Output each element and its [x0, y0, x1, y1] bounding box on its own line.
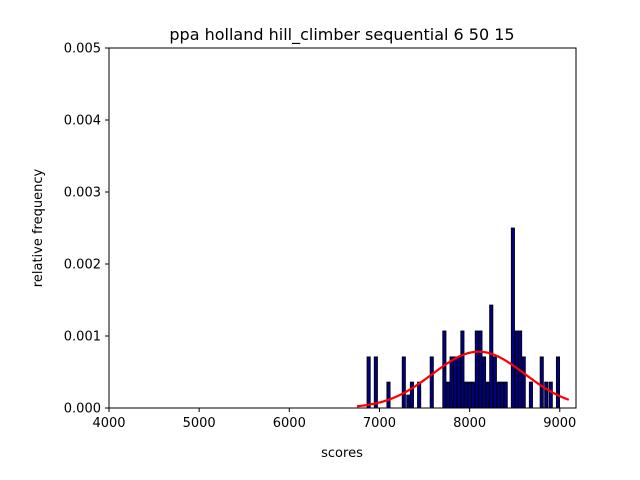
bars-layer: [366, 227, 560, 409]
histogram-bar: [474, 330, 479, 409]
histogram-bar: [492, 356, 497, 409]
y-tick-label: 0.002: [64, 258, 101, 273]
histogram-bar: [467, 381, 472, 409]
histogram-bar: [528, 381, 533, 409]
histogram-bar: [463, 381, 469, 409]
histogram-bar: [406, 394, 411, 409]
histogram-bar: [555, 356, 560, 409]
x-axis-label: scores: [321, 446, 363, 461]
histogram-bar: [548, 381, 553, 409]
histogram-bar: [471, 381, 476, 409]
histogram-bar: [429, 356, 434, 409]
y-tick-label: 0.005: [64, 42, 101, 57]
x-tick-label: 4000: [92, 416, 125, 431]
histogram-bar: [489, 304, 494, 409]
histogram-bar: [417, 381, 422, 409]
y-tick-label: 0.001: [64, 330, 101, 345]
histogram-bar: [460, 330, 465, 409]
x-axis-ticks: 4000 5000 6000 7000 8000 9000: [92, 408, 576, 431]
histogram-bar: [386, 381, 391, 409]
histogram-bar: [503, 381, 508, 409]
histogram-bar: [544, 381, 549, 409]
histogram-bar: [496, 381, 501, 409]
histogram-bar: [478, 330, 483, 409]
histogram-bar: [453, 356, 458, 409]
x-tick-label: 6000: [273, 416, 306, 431]
plot-frame: [108, 47, 577, 409]
x-tick-label: 9000: [543, 416, 576, 431]
x-tick-label: 8000: [453, 416, 486, 431]
histogram-bar: [539, 356, 544, 409]
histogram-bar: [409, 381, 414, 409]
histogram-bar: [521, 356, 526, 409]
histogram-bar: [510, 227, 515, 409]
chart-title: ppa holland hill_climber sequential 6 50…: [169, 25, 514, 45]
y-tick-label: 0.004: [64, 114, 101, 129]
y-axis-label: relative frequency: [31, 169, 46, 288]
histogram-bar: [456, 356, 461, 409]
histogram-bar: [445, 381, 451, 409]
x-tick-label: 5000: [183, 416, 216, 431]
histogram-bar: [373, 356, 378, 409]
histogram-bar: [442, 330, 447, 409]
histogram-bar: [485, 381, 490, 409]
y-tick-label: 0.000: [64, 402, 101, 417]
histogram-bar: [401, 356, 406, 409]
x-tick-label: 7000: [363, 416, 396, 431]
y-tick-label: 0.003: [64, 186, 101, 201]
histogram-bar: [500, 381, 505, 409]
normal-fit-curve: [356, 350, 570, 408]
y-axis-ticks: 0.000 0.001 0.002 0.003 0.004 0.005: [64, 42, 109, 417]
histogram-bar: [366, 356, 371, 409]
histogram-bar: [449, 356, 454, 409]
histogram-bar: [482, 356, 487, 409]
